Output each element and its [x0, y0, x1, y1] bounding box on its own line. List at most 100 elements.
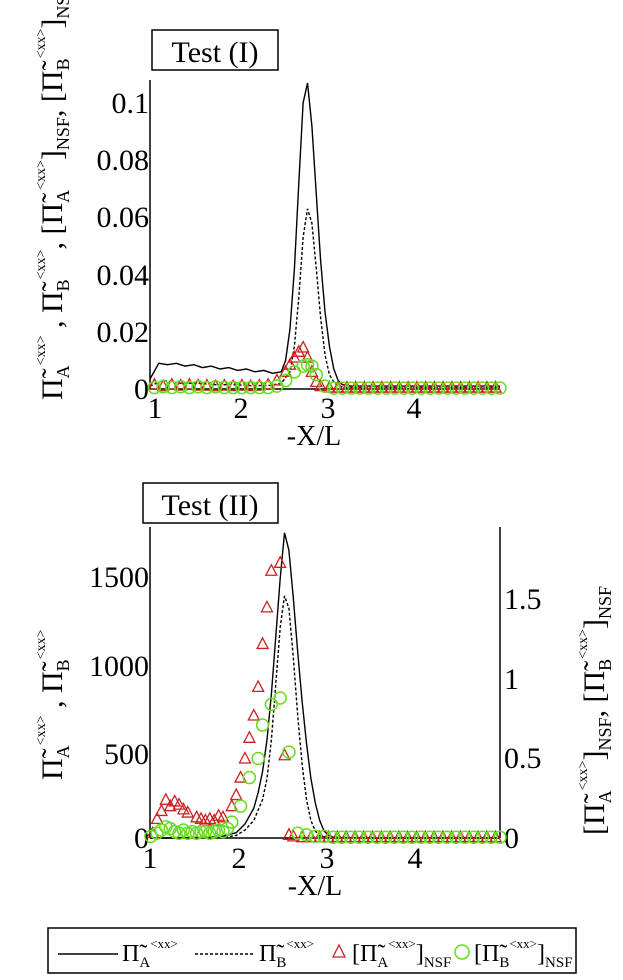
panel2-pi-b-nsf-point [422, 830, 437, 844]
panel2-ytick-1500: 1500 [89, 561, 149, 594]
panel1-pi-b-nsf-point [493, 381, 507, 395]
panel2-pi-b-nsf-point [475, 830, 490, 844]
panel2-pi-a-nsf-point [238, 751, 252, 764]
panel2-pi-a-nsf-point [260, 599, 274, 613]
panel2-series [144, 532, 507, 844]
panel2-pi-a-nsf-point [159, 792, 173, 805]
panel2-pi-b-nsf-point [251, 751, 265, 766]
panel1-pi-b-nsf-point [208, 379, 223, 394]
panel2-pi-b-nsf-point [352, 830, 367, 844]
panel1-title-box [151, 29, 279, 71]
panel2-pi-b-nsf-point [264, 697, 279, 712]
panel1-pi-b-nsf-point [327, 381, 341, 395]
panel1-pi-b-nsf-point [344, 381, 358, 395]
panel1-pi-b-nsf-point [217, 380, 232, 395]
panel2-pi-b-nsf-point [172, 826, 186, 840]
panel2-pi-b-nsf-point [334, 830, 349, 844]
panel2-pi-a-nsf-point [255, 636, 270, 650]
legend: Π̃A<xx> Π̃B<xx> [Π̃A<xx>]NSF [Π̃B<xx>]NS… [47, 927, 577, 974]
legend-box [47, 927, 577, 974]
panel2-pi-b-nsf-point [396, 830, 411, 844]
panel2-pi-a-nsf-point [172, 797, 186, 810]
panel2-pi-b-nsf-point [273, 691, 287, 705]
panel2-pi-b-nsf-point [405, 830, 419, 844]
panel2-pi-b-nsf-point [440, 830, 454, 844]
panel2-pi-a-nsf-point [154, 803, 169, 817]
panel2-y-ticks-left: 0 500 1000 1500 [89, 561, 149, 855]
panel2-pi-a-nsf-point [313, 829, 327, 843]
panel2-pi-b-nsf-point [176, 823, 191, 837]
panel1-pi-b-nsf-point [423, 381, 437, 395]
panel1-pi-b-nsf-point [226, 380, 240, 395]
panel1-x-label: -X/L [287, 421, 341, 452]
svg-text:Π̃A<xx> , Π̃B<xx>: Π̃A<xx> , Π̃B<xx> [34, 629, 73, 780]
panel2-pi-a-nsf-point [247, 708, 261, 721]
panel1-pi-b-nsf-point [362, 381, 376, 395]
panel2-pi-b-nsf-point [216, 824, 230, 839]
panel2-y-label-right: [Π̃A<xx>]NSF, [Π̃B<xx>]NSF [576, 586, 615, 835]
panel2-pi-b-line [150, 595, 500, 839]
panel1-pi-b-nsf-point [388, 381, 402, 395]
panel2-title: Test (II) [161, 489, 258, 522]
panel1-pi-b-nsf-point [353, 381, 367, 395]
panel2-pi-a-nsf-point [295, 829, 309, 843]
panel2-xtick-3: 3 [320, 842, 335, 875]
panel2-rtick-15: 1.5 [504, 583, 542, 616]
panel1-pi-b-nsf-point [405, 381, 420, 395]
panel1-pi-b-nsf-point [318, 379, 332, 393]
panel1-ytick-0: 0 [134, 373, 149, 406]
panel1-pi-b-nsf-point [449, 381, 463, 395]
panel2-xtick-1: 1 [143, 842, 158, 875]
panel1-series [147, 82, 507, 395]
panel2-pi-b-nsf-point [458, 830, 472, 844]
panel2-pi-b-nsf-point [225, 815, 239, 829]
panel2-pi-a-nsf-point [273, 555, 287, 568]
panel2-x-label: -X/L [288, 871, 342, 902]
panel1-pi-b-nsf-point [467, 381, 481, 395]
panel2-xtick-2: 2 [232, 842, 247, 875]
panel2-pi-b-nsf-point [449, 830, 463, 844]
panel1-pi-b-nsf-point [165, 380, 179, 395]
panel1-pi-b-nsf-point [458, 381, 472, 395]
panel2-pi-b-nsf-point [290, 826, 305, 840]
panel2-pi-a-nsf-point [150, 811, 164, 825]
panel1-pi-b-nsf-point [397, 381, 411, 395]
panel2-pi-b-nsf-point [387, 830, 402, 844]
panel1-pi-a-nsf-point [309, 374, 323, 388]
panel2-ytick-500: 500 [104, 738, 149, 771]
panel2-title-box [142, 482, 279, 524]
panel2-pi-b-nsf-point [466, 830, 481, 844]
panel1-pi-b-nsf-point [235, 380, 249, 395]
panel1-pi-b-nsf-point [370, 381, 385, 395]
panel2-pi-b-nsf-point [154, 823, 169, 837]
panel1-pi-a-nsf-point [292, 344, 306, 357]
panel1-pi-b-nsf-point [182, 380, 197, 395]
panel2-pi-a-nsf-point [264, 563, 278, 576]
panel2-rtick-0: 0 [504, 822, 519, 855]
panel1-pi-b-nsf-point [484, 381, 498, 395]
panel2-pi-b-nsf-point [378, 830, 393, 844]
legend-triangle-marker [331, 943, 347, 958]
panel2-pi-a-nsf-point [216, 809, 230, 823]
panel1-ytick-008: 0.08 [97, 144, 150, 177]
panel2-pi-b-nsf-point [361, 830, 375, 844]
panel1-pi-b-nsf-point [475, 381, 490, 395]
panel1-pi-b-nsf-point [252, 380, 267, 395]
panel2-pi-b-nsf-point [144, 829, 158, 844]
panel2-pi-a-line [150, 532, 500, 839]
panel1-y-label: Π̃A<xx> , Π̃B<xx>, [Π̃A<xx>]NSF, [Π̃B<xx… [34, 0, 73, 400]
panel2-pi-b-nsf-point [233, 799, 248, 813]
panel1-pi-b-nsf-point [200, 380, 214, 395]
panel2-pi-b-nsf-point [414, 830, 428, 844]
panel2-rtick-05: 0.5 [504, 742, 542, 775]
panel2-ytick-1000: 1000 [89, 650, 149, 683]
panel1-xtick-1: 1 [148, 392, 163, 425]
panel-test-2: Test (II) 0 500 1000 1500 0 0.5 1 1.5 1 … [34, 482, 615, 902]
panel2-pi-b-nsf-point [484, 830, 498, 844]
panel1-xtick-3: 3 [321, 392, 336, 425]
panel2-pi-b-nsf-point [308, 829, 323, 844]
panel1-pi-b-nsf-point [173, 379, 188, 394]
panel1-pi-b-nsf-point [414, 381, 428, 395]
panel1-x-ticks: 1 2 3 4 [148, 392, 422, 425]
